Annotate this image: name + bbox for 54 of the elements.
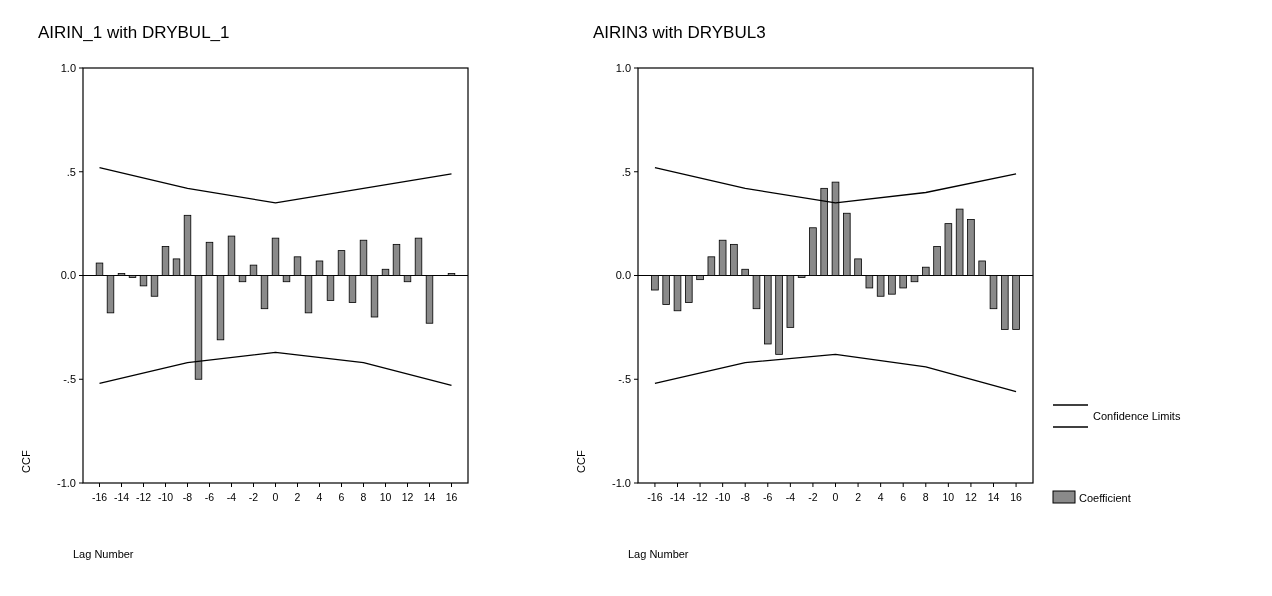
x-tick-label: 4 (877, 491, 884, 503)
chart-title: AIRIN_1 with DRYBUL_1 (38, 23, 230, 42)
line-series (98, 166, 453, 204)
x-tick-label: 16 (445, 491, 458, 503)
x-tick-label: 10 (942, 491, 955, 503)
x-tick-label: 8 (922, 491, 929, 503)
x-tick-label: -4 (785, 491, 796, 503)
x-tick-label: 6 (900, 491, 907, 503)
x-tick-label: 14 (423, 491, 436, 503)
y-tick-label: 0.0 (615, 269, 631, 282)
x-tick-label: 16 (1010, 491, 1023, 503)
x-tick-label: -14 (113, 491, 130, 503)
x-tick-label: -2 (248, 491, 259, 503)
y-tick-label: -1.0 (612, 476, 631, 489)
text: Confidence Limits (1093, 410, 1181, 422)
x-tick-label: 2 (855, 491, 862, 503)
y-axis-title: CCF (575, 450, 587, 473)
x-tick-label: -10 (715, 491, 731, 503)
chart-title: AIRIN3 with DRYBUL3 (593, 23, 766, 42)
x-tick-label: 6 (338, 491, 345, 503)
y-tick-label: 1.0 (60, 61, 76, 74)
x-tick-label: -10 (157, 491, 174, 503)
y-tick-label: -1.0 (57, 476, 76, 489)
y-tick-label: -.5 (618, 373, 631, 386)
y-tick-label: 0.0 (60, 269, 76, 282)
x-tick-label: 0 (832, 491, 839, 503)
x-axis-title: Lag Number (628, 548, 689, 560)
x-tick-label: -14 (669, 491, 686, 503)
x-tick-label: -8 (182, 491, 193, 503)
x-tick-label: -6 (204, 491, 215, 503)
line-series (654, 353, 1017, 393)
x-tick-label: 14 (987, 491, 1000, 503)
x-tick-label: -2 (808, 491, 818, 503)
x-tick-label: -6 (763, 491, 773, 503)
x-axis-title: Lag Number (73, 548, 134, 560)
y-tick-label: .5 (66, 165, 76, 178)
y-tick-label: -.5 (63, 373, 76, 386)
x-tick-label: -16 (91, 491, 108, 503)
x-tick-label: 12 (965, 491, 977, 503)
x-tick-label: 2 (294, 491, 301, 503)
x-tick-label: -16 (647, 491, 663, 503)
y-axis-title: CCF (20, 450, 32, 473)
y-tick-label: 1.0 (615, 61, 631, 74)
x-tick-label: 8 (360, 491, 367, 503)
x-tick-label: 12 (401, 491, 414, 503)
legend-label: Coefficient (1079, 492, 1131, 504)
x-tick-label: 0 (272, 491, 279, 503)
x-tick-label: 10 (379, 491, 392, 503)
x-tick-label: -4 (226, 491, 237, 503)
x-tick-label: -12 (135, 491, 152, 503)
x-tick-label: -8 (740, 491, 751, 503)
y-tick-label: .5 (621, 165, 631, 178)
x-tick-label: -12 (692, 491, 708, 503)
x-tick-label: 4 (316, 491, 323, 503)
